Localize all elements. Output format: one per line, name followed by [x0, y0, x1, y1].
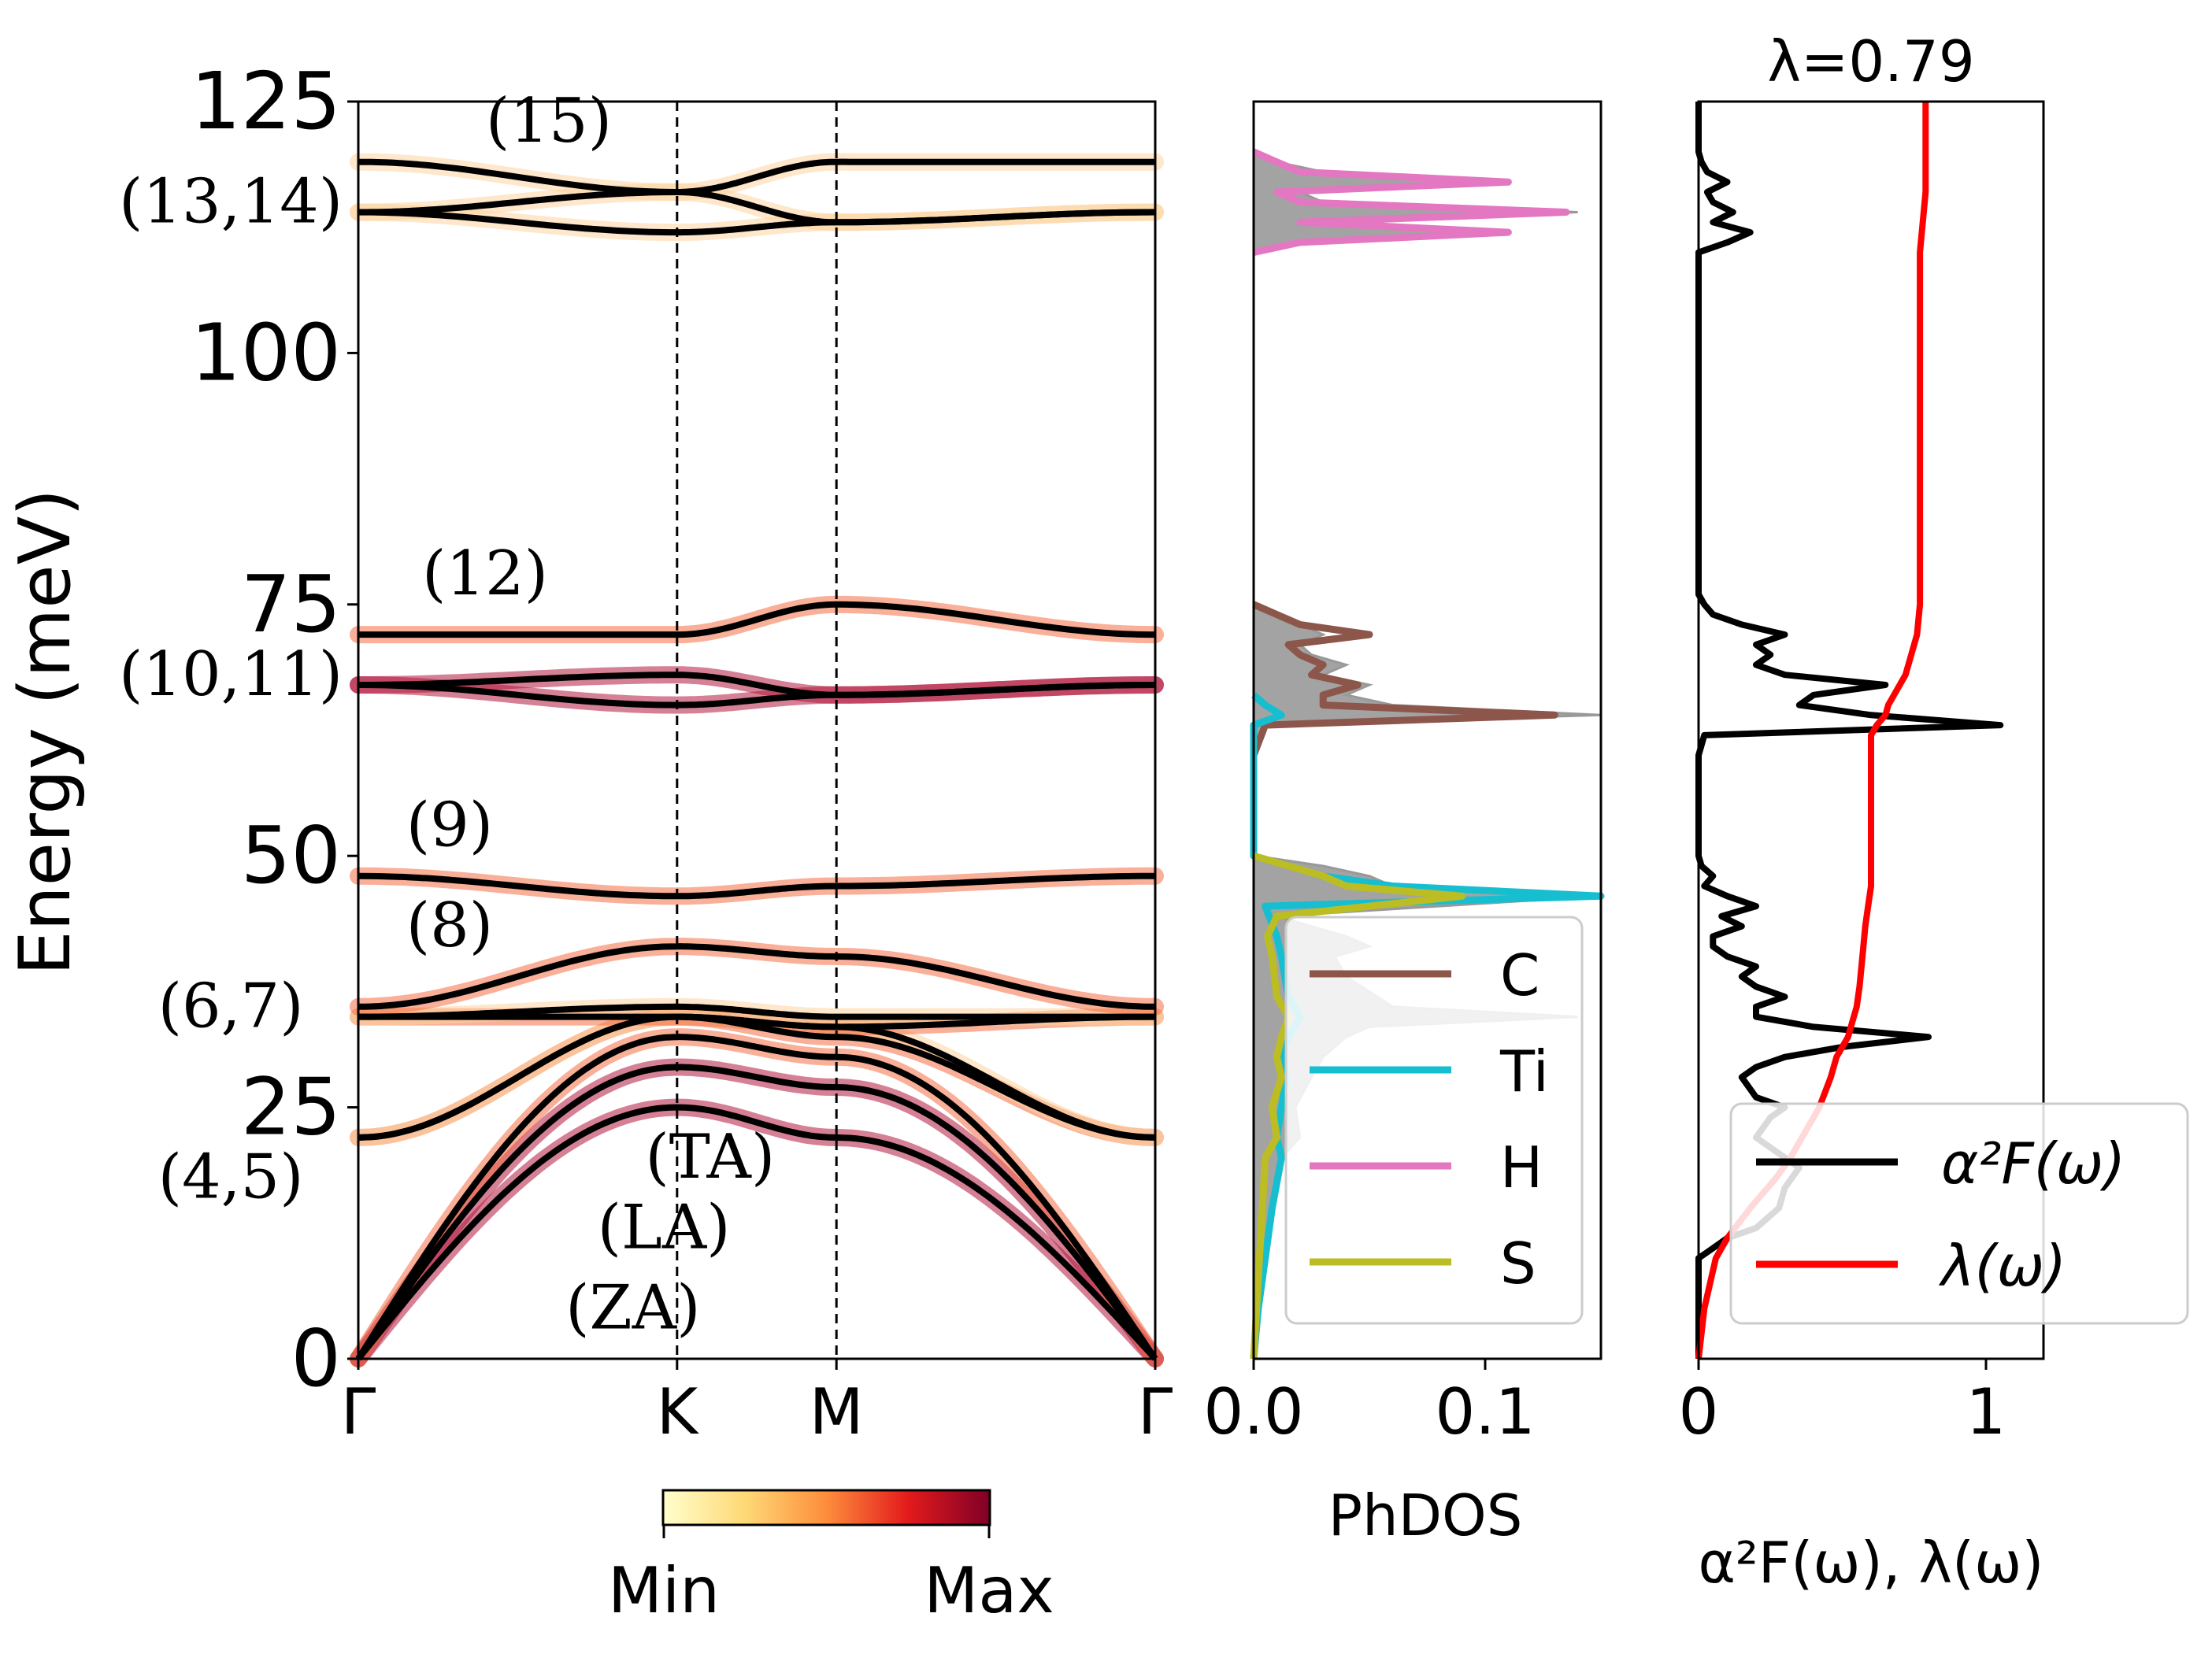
x-tick-label-item-0: Γ — [341, 1375, 376, 1449]
dispersion-y-ticks: 0 25 50 75 100 125 — [191, 55, 358, 1404]
x-tick-label-item-3: Γ — [1138, 1375, 1173, 1449]
colorbar-min-label: Min — [608, 1554, 720, 1627]
phdos-x-tick-label-0: 0.0 — [1203, 1375, 1303, 1449]
mode-label-10-11: (10,11) — [119, 639, 343, 710]
branch-7 — [358, 1003, 1155, 1020]
phdos-legend-label-ti: Ti — [1499, 1038, 1549, 1105]
phdos-line-s — [1250, 852, 1466, 1360]
eliashberg-title: λ=0.79 — [1767, 28, 1974, 94]
mode-label-6-7: (6,7) — [158, 971, 304, 1042]
mode-label-ta: (TA) — [645, 1122, 775, 1193]
branch-ta — [355, 1034, 1158, 1361]
y-tick-label-25: 25 — [241, 1061, 341, 1153]
branch-la — [355, 1064, 1158, 1361]
dispersion-y-axis-label: Energy (meV) — [4, 489, 87, 976]
phdos-legend-label-c: C — [1500, 942, 1540, 1008]
eliashberg-axes-frame — [1697, 100, 2045, 1360]
eliashberg-x-tick-label-0: 0 — [1679, 1375, 1719, 1449]
phdos-line-h — [1252, 148, 1570, 256]
mode-label-13-14: (13,14) — [119, 166, 343, 237]
phdos-x-axis-label: PhDOS — [1328, 1482, 1523, 1549]
phdos-line-c — [1250, 601, 1558, 757]
phdos-x-tick-label-1: 0.1 — [1435, 1375, 1535, 1449]
phdos-legend-box — [1284, 916, 1584, 1325]
y-tick-label-125: 125 — [191, 55, 341, 147]
branch-12 — [358, 601, 1156, 638]
phdos-legend-label-h: H — [1500, 1134, 1543, 1201]
eliashberg-x-axis-label: α²F(ω), λ(ω) — [1698, 1530, 2043, 1596]
phdos-panel: 0.0 0.1 PhDOS C Ti HS — [1203, 100, 1605, 1549]
eliashberg-legend: α²F(ω) λ(ω) — [1729, 1102, 2189, 1325]
branch-8 — [358, 943, 1156, 1010]
x-tick-label-k-1: K — [657, 1375, 700, 1449]
colorbar: Min Max — [608, 1489, 1054, 1627]
phdos-axes-frame — [1252, 100, 1602, 1360]
branch-za — [355, 1104, 1158, 1361]
mode-label-9: (9) — [406, 790, 494, 860]
y-tick-label-50: 50 — [241, 809, 341, 901]
mode-labels: (15) (13,14) (12) (10,11) (9) (8) (6,7) (4,5) (T… — [119, 86, 775, 1344]
dispersion-lines — [355, 158, 1158, 1361]
phdos-x-ticks: 0.0 0.1 — [1203, 1359, 1536, 1449]
phdos-legend-label-s: S — [1500, 1230, 1536, 1297]
branch-6 — [358, 1013, 1156, 1031]
eliashberg-legend-label-0: α²F(ω) — [1941, 1130, 2125, 1197]
y-tick-label-0: 0 — [291, 1312, 341, 1404]
mode-label-8: (8) — [406, 890, 494, 961]
eliashberg-legend-label-1: λ(ω) — [1938, 1233, 2066, 1299]
x-tick-label-m-2: M — [810, 1375, 864, 1449]
mode-label-15: (15) — [486, 86, 612, 157]
high-symmetry-lines — [676, 102, 838, 1359]
y-tick-label-75: 75 — [241, 558, 341, 650]
branch-15 — [358, 158, 1155, 195]
dispersion-axes-frame — [357, 100, 1157, 1360]
colorbar-gradient — [661, 1489, 991, 1526]
mode-label-za: (ZA) — [565, 1273, 700, 1344]
mode-label-12: (12) — [422, 538, 548, 609]
branch-9 — [358, 872, 1155, 900]
mode-label-4-5: (4,5) — [158, 1142, 304, 1213]
eliashberg-x-tick-label-1: 1 — [1966, 1375, 2006, 1449]
mode-label-la: (LA) — [598, 1192, 731, 1263]
branch-14 — [358, 209, 1156, 236]
branch-11 — [358, 682, 1156, 709]
y-tick-label-100: 100 — [191, 306, 341, 398]
colorbar-max-label: Max — [924, 1554, 1054, 1627]
dispersion-panel: 0 25 50 75 100 125 Γ K M Γ (15) (13,14) (12) (10,11… — [4, 55, 1173, 1449]
phdos-legend: C Ti HS — [1284, 916, 1584, 1325]
